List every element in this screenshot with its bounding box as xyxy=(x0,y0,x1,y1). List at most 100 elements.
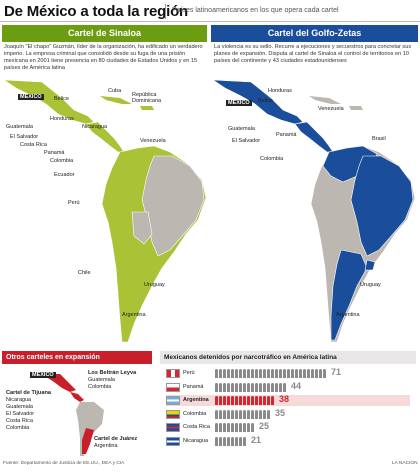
person-icon xyxy=(250,396,255,405)
person-icon xyxy=(234,409,239,419)
person-icon xyxy=(238,436,243,446)
golfo-uruguay-label: Uruguay xyxy=(360,282,381,288)
person-icon xyxy=(215,409,219,419)
golfo-el-salvador-label: El Salvador xyxy=(232,138,261,144)
tijuana-country: Costa Rica xyxy=(6,418,33,424)
country-label: Colombia xyxy=(183,410,207,417)
person-icon xyxy=(242,436,247,446)
detenidos-row: Panamá 44 xyxy=(166,380,410,393)
person-icon xyxy=(230,382,235,392)
count-value: 25 xyxy=(259,421,270,431)
person-icon xyxy=(290,369,294,378)
sinaloa-description: Joaquín "El chapo" Guzmán, líder de la o… xyxy=(4,44,203,71)
person-icon xyxy=(234,396,239,405)
person-icon xyxy=(218,396,223,405)
person-icon xyxy=(242,409,247,419)
person-icon xyxy=(310,369,314,378)
golfo-belice-label: Belice xyxy=(258,98,273,104)
person-icon xyxy=(238,423,243,432)
country-label: Argentina xyxy=(183,397,209,403)
person-icon xyxy=(226,436,231,446)
header-divider xyxy=(165,4,166,19)
person-icon xyxy=(218,409,223,419)
person-icon xyxy=(230,423,235,432)
person-icon xyxy=(246,409,251,419)
person-icon xyxy=(242,396,247,405)
person-icon xyxy=(215,423,219,432)
person-icon xyxy=(318,369,322,378)
people-icons xyxy=(215,423,255,432)
person-icon xyxy=(270,396,274,405)
person-icon xyxy=(274,369,278,378)
people-icons xyxy=(215,382,286,392)
tijuana-country: Nicaragua xyxy=(6,397,32,403)
golfo-mexico-label: MÉXICO xyxy=(226,100,252,106)
person-icon xyxy=(222,382,227,392)
sinaloa-honduras-label: Honduras xyxy=(50,116,74,122)
person-icon xyxy=(218,423,223,432)
person-icon xyxy=(242,423,247,432)
brand-label: LA NACION xyxy=(392,461,418,466)
otros-map xyxy=(42,374,104,456)
count-value: 44 xyxy=(291,380,302,391)
otros-title: Otros carteles en expansión xyxy=(2,351,152,364)
person-icon xyxy=(322,369,326,378)
person-icon xyxy=(254,409,259,419)
flag-icon xyxy=(166,369,180,378)
person-icon xyxy=(230,436,235,446)
person-icon xyxy=(215,382,219,392)
beltran-name: Los Beltrán Leyva xyxy=(88,370,137,376)
person-icon xyxy=(226,423,231,432)
person-icon xyxy=(266,409,270,419)
country-label: Panamá xyxy=(183,383,204,390)
person-icon xyxy=(234,423,239,432)
person-icon xyxy=(302,369,306,378)
person-icon xyxy=(266,396,270,405)
detenidos-row: Perú 71 xyxy=(166,367,410,379)
golfo-venezuela-label: Venezuela xyxy=(318,106,344,112)
page-subtitle: Países latinoamericanos en los que opera… xyxy=(172,7,339,14)
person-icon xyxy=(266,382,270,392)
person-icon xyxy=(246,423,251,432)
tijuana-name: Cartel de Tijuana xyxy=(6,390,51,396)
person-icon xyxy=(286,369,290,378)
person-icon xyxy=(222,436,227,446)
sinaloa-colombia-label: Colombia xyxy=(50,158,74,164)
person-icon xyxy=(238,369,243,378)
detenidos-title: Mexicanos detenidos por narcotráfico en … xyxy=(160,351,416,364)
tijuana-country: Guatemala xyxy=(6,404,33,410)
person-icon xyxy=(270,382,274,392)
person-icon xyxy=(258,409,263,419)
person-icon xyxy=(270,369,274,378)
person-icon xyxy=(262,369,266,378)
golfo-colombia-label: Colombia xyxy=(260,156,284,162)
sinaloa-panama-label: Panamá xyxy=(44,150,65,156)
person-icon xyxy=(215,436,219,446)
person-icon xyxy=(266,369,270,378)
sinaloa-ecuador-label: Ecuador xyxy=(54,172,75,178)
person-icon xyxy=(242,369,247,378)
beltran-country: Guatemala xyxy=(88,377,115,383)
detenidos-row: Costa Rica 25 xyxy=(166,421,410,433)
person-icon xyxy=(306,369,310,378)
golfo-brasil-label: Brasil xyxy=(372,136,386,142)
person-icon xyxy=(254,369,259,378)
person-icon xyxy=(222,409,227,419)
count-value: 71 xyxy=(331,367,342,377)
person-icon xyxy=(262,409,266,419)
golfo-argentina-label: Argentina xyxy=(336,312,360,318)
person-icon xyxy=(230,396,235,405)
sinaloa-venezuela-label: Venezuela xyxy=(140,138,166,144)
sinaloa-cuba-label: Cuba xyxy=(108,88,122,94)
header xyxy=(0,0,420,22)
person-icon xyxy=(254,396,259,405)
person-icon xyxy=(226,409,231,419)
sinaloa-costa-rica-label: Costa Rica xyxy=(20,142,47,148)
person-icon xyxy=(246,396,251,405)
person-icon xyxy=(258,396,263,405)
sinaloa-uruguay-label: Uruguay xyxy=(144,282,165,288)
source-note: Fuente: Departamento de Justicia de EE.U… xyxy=(3,461,125,466)
person-icon xyxy=(282,369,286,378)
person-icon xyxy=(278,382,282,392)
person-icon xyxy=(258,369,263,378)
